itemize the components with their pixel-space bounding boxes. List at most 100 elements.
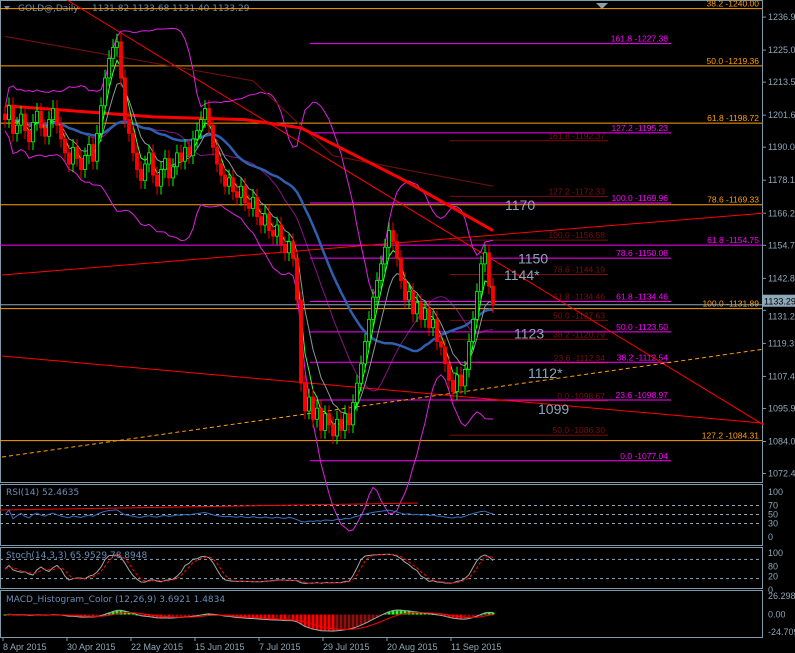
macd-histogram-bar [259, 614, 263, 620]
candle [267, 205, 271, 239]
macd-histogram-bar [131, 613, 135, 615]
candle-body [459, 374, 463, 387]
fib-darkred-level-label: 38.2 -1120.79 [553, 329, 605, 339]
candle-body [223, 174, 227, 187]
candle-body [15, 124, 19, 134]
candle-body [35, 110, 39, 123]
date-tick-label: 15 Jun 2015 [195, 642, 245, 652]
date-tick-label: 7 Jul 2015 [259, 642, 301, 652]
price-tick-label: 1095.90 [768, 403, 795, 413]
candle-body [107, 58, 111, 79]
candle-body [343, 413, 347, 431]
candle-body [419, 302, 423, 320]
candle-body [471, 318, 475, 342]
macd-tick-label: -24.7093 [768, 627, 795, 637]
fib-orange-level-label: 38.2 -1240.00 [707, 0, 760, 9]
candle-body [143, 163, 147, 182]
collapse-triangle-icon [4, 6, 10, 10]
candle [251, 188, 255, 217]
candle [379, 255, 383, 289]
macd-histogram-bar [327, 614, 331, 631]
candle-body [75, 146, 79, 159]
stoch-tick-label: 100 [768, 548, 783, 558]
fib-magenta-level-label: 61.8 -1134.46 [616, 291, 668, 301]
price-tick-label: 1236.95 [768, 12, 795, 22]
candle [127, 111, 131, 142]
candle-body [219, 163, 223, 176]
candle [483, 244, 487, 273]
candle-body [431, 318, 435, 329]
candle-body [355, 382, 359, 404]
candle-body [95, 133, 99, 162]
candle-body [323, 413, 327, 431]
candle [67, 144, 71, 173]
candle-body [91, 144, 95, 162]
candle-body [479, 263, 483, 293]
macd-histogram-bar [395, 609, 399, 615]
fib-magenta-level-label: 161.8 -1227.38 [611, 34, 668, 44]
candle [123, 69, 127, 128]
price-tick-label: 1154.70 [768, 240, 795, 250]
candle-body [123, 77, 127, 120]
macd-histogram-bar [183, 614, 187, 618]
macd-histogram-bar [399, 610, 403, 615]
price-tick-label: 1166.25 [768, 208, 795, 218]
candle-body [131, 133, 135, 154]
candle-body [267, 213, 271, 231]
rsi-tick-label: 70 [768, 501, 778, 511]
candle-body [67, 152, 71, 165]
candle [351, 394, 355, 434]
candle [195, 122, 199, 148]
candle-body [207, 108, 211, 126]
candle [295, 250, 299, 309]
candle-body [63, 138, 67, 154]
candle [491, 277, 495, 314]
candle [311, 388, 315, 428]
stoch-signal-line [4, 553, 494, 584]
price-tick-label: 1225.05 [768, 45, 795, 55]
candle-body [215, 146, 219, 165]
candle [435, 311, 439, 350]
macd-histogram-bar [187, 614, 191, 617]
macd-histogram-bar [195, 614, 199, 616]
candle [283, 236, 287, 262]
macd-histogram-bar [3, 614, 7, 616]
candle [443, 338, 447, 373]
candle [359, 355, 363, 392]
candle [247, 194, 251, 217]
candle [263, 205, 267, 234]
date-tick-label: 30 Apr 2015 [67, 642, 116, 652]
candle [383, 238, 387, 273]
macd-histogram-bar [323, 614, 327, 631]
candle [375, 272, 379, 306]
candle-body [251, 196, 255, 209]
candle [431, 311, 435, 337]
macd-histogram-bar [415, 611, 419, 615]
candle-body [271, 230, 275, 237]
candle-body [7, 105, 11, 120]
candle [19, 105, 23, 134]
macd-readout: MACD_Histogram_Color (12,26,9) 3.6921 1.… [6, 595, 225, 605]
candle-body [287, 241, 291, 254]
candle-body [395, 241, 399, 259]
candle-body [115, 41, 119, 48]
macd-histogram-bar [251, 614, 255, 619]
candle-body [239, 185, 243, 198]
candle-body [439, 341, 443, 348]
candle [279, 216, 283, 253]
price-tick-label: 1072.45 [768, 469, 795, 479]
level-label: 1170 [505, 197, 535, 213]
macd-histogram-bar [119, 610, 123, 615]
candle [487, 244, 491, 295]
bollinger-upper-band [4, 27, 494, 296]
candle [147, 144, 151, 173]
candle [463, 361, 467, 395]
candle [95, 125, 99, 170]
fib-orange-level-label: 78.6 -1169.33 [707, 195, 759, 205]
stoch-tick-label: 20 [768, 572, 778, 582]
macd-histogram-bar [191, 614, 195, 617]
candle-body [339, 418, 343, 431]
candle [287, 233, 291, 262]
fib-darkred-level-label: 50.0 -1086.30 [553, 425, 606, 435]
